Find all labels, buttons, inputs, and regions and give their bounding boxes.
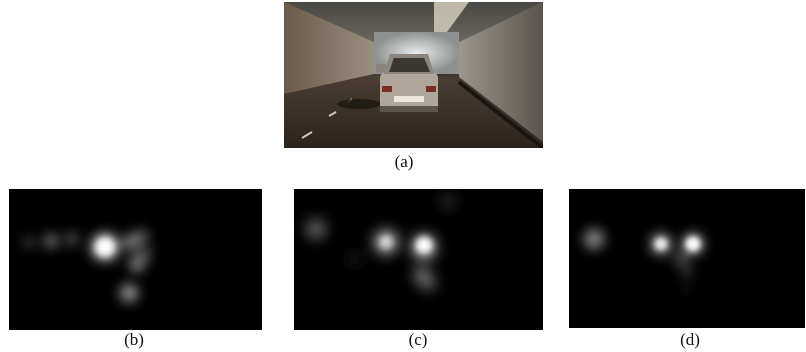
caption-b: (b) bbox=[124, 330, 144, 349]
caption-a: (a) bbox=[394, 152, 414, 171]
caption-d: (d) bbox=[680, 330, 700, 349]
saliency-map-d bbox=[569, 189, 805, 328]
car bbox=[380, 54, 438, 112]
tunnel-scene-photo bbox=[284, 2, 543, 148]
saliency-map-b bbox=[9, 189, 262, 330]
caption-c: (c) bbox=[408, 330, 428, 349]
saliency-map-c bbox=[294, 189, 543, 330]
tunnel-scene-illustration bbox=[284, 2, 543, 148]
